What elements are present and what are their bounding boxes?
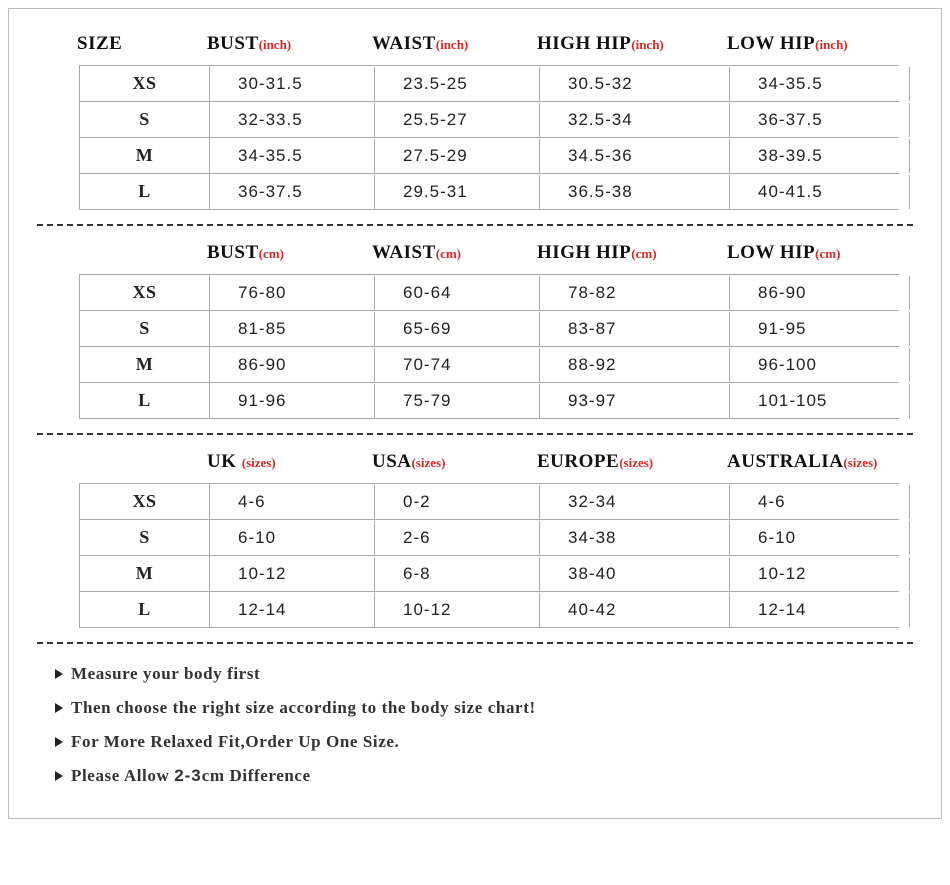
table-row: M34-35.527.5-2934.5-3638-39.5	[80, 138, 899, 174]
header-waist: WAIST(inch)	[372, 33, 537, 55]
triangle-icon	[55, 703, 63, 713]
header-waist: WAIST(cm)	[372, 242, 537, 264]
table-row: L91-9675-7993-97101-105	[80, 383, 899, 419]
separator	[37, 224, 913, 226]
section-intl: UK (sizes) USA(sizes) EUROPE(sizes) AUST…	[37, 437, 913, 628]
table-cm: XS76-8060-6478-8286-90 S81-8565-6983-879…	[79, 274, 899, 419]
table-row: L12-1410-1240-4212-14	[80, 592, 899, 628]
table-inch: XS30-31.523.5-2530.5-3234-35.5 S32-33.52…	[79, 65, 899, 210]
section-inch: SIZE BUST(inch) WAIST(inch) HIGH HIP(inc…	[37, 19, 913, 210]
header-europe: EUROPE(sizes)	[537, 451, 727, 473]
section-cm: BUST(cm) WAIST(cm) HIGH HIP(cm) LOW HIP(…	[37, 228, 913, 419]
header-row-inch: SIZE BUST(inch) WAIST(inch) HIGH HIP(inc…	[37, 27, 913, 65]
header-size: SIZE	[77, 33, 207, 55]
note-line: Measure your body first	[55, 664, 913, 684]
notes-block: Measure your body first Then choose the …	[37, 646, 913, 786]
table-row: L36-37.529.5-3136.5-3840-41.5	[80, 174, 899, 210]
table-intl: XS4-60-232-344-6 S6-102-634-386-10 M10-1…	[79, 483, 899, 628]
table-row: XS76-8060-6478-8286-90	[80, 275, 899, 311]
triangle-icon	[55, 737, 63, 747]
note-line: For More Relaxed Fit,Order Up One Size.	[55, 732, 913, 752]
triangle-icon	[55, 669, 63, 679]
note-line: Please Allow 2-3cm Difference	[55, 766, 913, 786]
table-row: S81-8565-6983-8791-95	[80, 311, 899, 347]
header-australia: AUSTRALIA(sizes)	[727, 451, 907, 473]
note-line: Then choose the right size according to …	[55, 698, 913, 718]
separator	[37, 642, 913, 644]
header-highhip: HIGH HIP(cm)	[537, 242, 727, 264]
header-uk: UK (sizes)	[207, 451, 372, 473]
header-row-cm: BUST(cm) WAIST(cm) HIGH HIP(cm) LOW HIP(…	[37, 236, 913, 274]
header-highhip: HIGH HIP(inch)	[537, 33, 727, 55]
table-row: M86-9070-7488-9296-100	[80, 347, 899, 383]
table-row: S6-102-634-386-10	[80, 520, 899, 556]
header-bust: BUST(cm)	[207, 242, 372, 264]
header-empty	[77, 253, 207, 254]
table-row: S32-33.525.5-2732.5-3436-37.5	[80, 102, 899, 138]
triangle-icon	[55, 771, 63, 781]
header-empty	[77, 462, 207, 463]
header-lowhip: LOW HIP(inch)	[727, 33, 907, 55]
separator	[37, 433, 913, 435]
header-bust: BUST(inch)	[207, 33, 372, 55]
table-row: XS30-31.523.5-2530.5-3234-35.5	[80, 66, 899, 102]
header-row-intl: UK (sizes) USA(sizes) EUROPE(sizes) AUST…	[37, 445, 913, 483]
table-row: XS4-60-232-344-6	[80, 484, 899, 520]
size-chart-container: SIZE BUST(inch) WAIST(inch) HIGH HIP(inc…	[8, 8, 942, 819]
header-usa: USA(sizes)	[372, 451, 537, 473]
table-row: M10-126-838-4010-12	[80, 556, 899, 592]
header-lowhip: LOW HIP(cm)	[727, 242, 907, 264]
